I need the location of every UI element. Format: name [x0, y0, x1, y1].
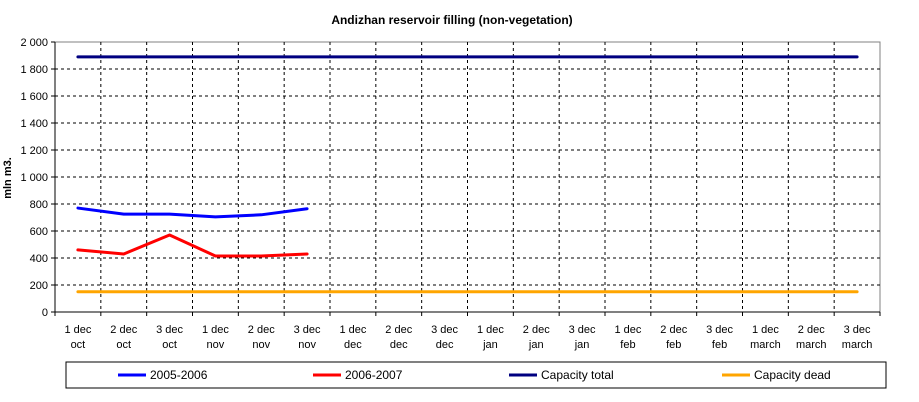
y-axis-label: mln m3.: [2, 157, 14, 199]
y-tick-label: 2 000: [20, 37, 48, 49]
chart-title: Andizhan reservoir filling (non-vegetati…: [331, 13, 572, 27]
x-tick-label: 2 dec: [385, 324, 412, 336]
x-tick-label-month: dec: [436, 339, 454, 351]
x-tick-label: 1 dec: [752, 324, 779, 336]
y-tick-label: 1 400: [20, 118, 48, 130]
x-tick-label: 1 dec: [339, 324, 366, 336]
legend: 2005-2006 2006-2007 Capacity total Capacity…: [118, 368, 831, 382]
series-line-1: [76, 233, 309, 258]
x-tick-label-month: feb: [666, 339, 681, 351]
y-axis: 0 200 400 600 800 1 000 1 200 1 400 1 600 1 800 2 …: [20, 37, 56, 319]
y-tick-label: 600: [30, 226, 48, 238]
series-line-0: [76, 206, 309, 219]
x-tick-label: 2 dec: [660, 324, 687, 336]
x-tick-label-month: feb: [712, 339, 727, 351]
series-group: [76, 55, 859, 294]
x-tick-label: 3 dec: [294, 324, 321, 336]
legend-label: Capacity total: [541, 368, 614, 382]
x-tick-label: 2 dec: [248, 324, 275, 336]
x-tick-label-month: march: [842, 339, 873, 351]
x-tick-label-month: jan: [482, 339, 498, 351]
y-tick-label: 1 800: [20, 64, 48, 76]
x-tick-label: 3 dec: [844, 324, 871, 336]
x-tick-label-month: jan: [574, 339, 590, 351]
x-tick-label-month: dec: [390, 339, 408, 351]
x-tick-label: 3 dec: [156, 324, 183, 336]
x-tick-label: 2 dec: [523, 324, 550, 336]
x-tick-label-month: oct: [71, 339, 86, 351]
x-tick-label-month: feb: [620, 339, 635, 351]
x-tick-label: 3 dec: [569, 324, 596, 336]
x-tick-label: 2 dec: [798, 324, 825, 336]
x-tick-label: 3 dec: [431, 324, 458, 336]
x-tick-label-month: oct: [162, 339, 177, 351]
grid: [55, 42, 880, 312]
x-tick-label-month: nov: [298, 339, 316, 351]
y-tick-label: 0: [42, 307, 48, 319]
x-axis: 1 dec oct 2 dec oct 3 dec oct 1 dec nov 2 dec nov…: [54, 311, 881, 351]
y-tick-label: 200: [30, 280, 48, 292]
legend-label: 2005-2006: [150, 368, 208, 382]
y-tick-label: 800: [30, 199, 48, 211]
y-tick-label: 1 600: [20, 91, 48, 103]
x-tick-label-month: march: [796, 339, 827, 351]
y-tick-label: 1 200: [20, 145, 48, 157]
x-tick-label: 1 dec: [64, 324, 91, 336]
x-tick-label: 1 dec: [477, 324, 504, 336]
legend-label: 2006-2007: [345, 368, 403, 382]
x-tick-label-month: nov: [252, 339, 270, 351]
x-tick-label: 2 dec: [110, 324, 137, 336]
x-tick-label-month: nov: [207, 339, 225, 351]
y-tick-label: 400: [30, 253, 48, 265]
x-tick-label: 1 dec: [614, 324, 641, 336]
y-tick-label: 1 000: [20, 172, 48, 184]
x-tick-label-month: oct: [116, 339, 131, 351]
x-tick-label-month: march: [750, 339, 781, 351]
x-tick-label-month: dec: [344, 339, 362, 351]
x-tick-label: 3 dec: [706, 324, 733, 336]
legend-label: Capacity dead: [754, 368, 831, 382]
x-tick-label: 1 dec: [202, 324, 229, 336]
x-tick-label-month: jan: [528, 339, 544, 351]
